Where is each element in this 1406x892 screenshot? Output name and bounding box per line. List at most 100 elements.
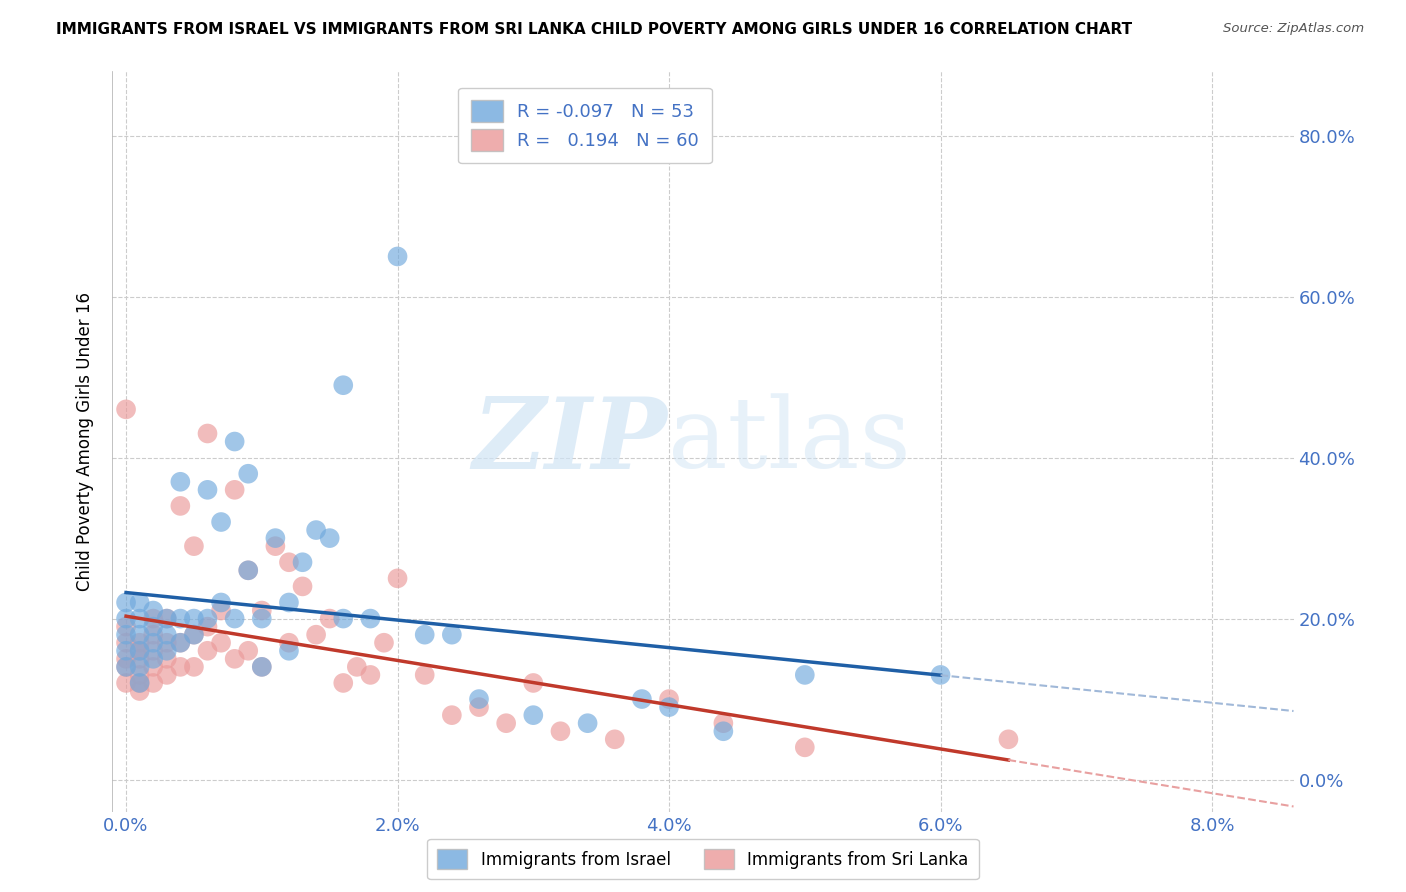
Point <box>264 531 287 545</box>
Point <box>318 611 340 625</box>
Point <box>603 732 626 747</box>
Point <box>128 676 150 690</box>
Text: ZIP: ZIP <box>472 393 668 490</box>
Point <box>522 676 544 690</box>
Point <box>997 732 1019 747</box>
Point <box>128 652 150 666</box>
Point <box>142 636 165 650</box>
Point <box>156 644 179 658</box>
Point <box>793 740 815 755</box>
Point <box>156 628 179 642</box>
Point <box>387 571 409 585</box>
Point <box>142 676 165 690</box>
Point <box>359 668 381 682</box>
Point <box>156 652 179 666</box>
Point <box>128 644 150 658</box>
Point <box>197 644 219 658</box>
Point <box>291 579 314 593</box>
Point <box>278 644 301 658</box>
Point <box>142 611 165 625</box>
Point <box>224 434 246 449</box>
Point <box>169 475 191 489</box>
Point <box>468 692 491 706</box>
Point <box>332 676 354 690</box>
Point <box>115 660 138 674</box>
Point <box>183 660 205 674</box>
Point <box>169 636 191 650</box>
Point <box>264 539 287 553</box>
Point <box>156 636 179 650</box>
Point <box>387 250 409 264</box>
Point <box>156 611 179 625</box>
Point <box>142 603 165 617</box>
Point <box>128 660 150 674</box>
Point <box>413 668 436 682</box>
Point <box>522 708 544 723</box>
Point <box>278 595 301 609</box>
Point <box>250 611 273 625</box>
Point <box>238 563 260 577</box>
Point <box>711 724 734 739</box>
Point <box>576 716 599 731</box>
Point <box>550 724 572 739</box>
Point <box>169 499 191 513</box>
Point <box>224 483 246 497</box>
Point <box>238 563 260 577</box>
Y-axis label: Child Poverty Among Girls Under 16: Child Poverty Among Girls Under 16 <box>76 292 94 591</box>
Point <box>468 700 491 714</box>
Point <box>169 611 191 625</box>
Point <box>278 555 301 569</box>
Point <box>115 628 138 642</box>
Point <box>197 611 219 625</box>
Point <box>128 628 150 642</box>
Point <box>128 595 150 609</box>
Point <box>142 660 165 674</box>
Point <box>128 611 150 625</box>
Point <box>373 636 395 650</box>
Point <box>209 515 232 529</box>
Point <box>183 611 205 625</box>
Point <box>128 684 150 698</box>
Text: atlas: atlas <box>668 393 910 490</box>
Point <box>115 676 138 690</box>
Point <box>197 483 219 497</box>
Point <box>346 660 368 674</box>
Point <box>250 660 273 674</box>
Text: IMMIGRANTS FROM ISRAEL VS IMMIGRANTS FROM SRI LANKA CHILD POVERTY AMONG GIRLS UN: IMMIGRANTS FROM ISRAEL VS IMMIGRANTS FRO… <box>56 22 1132 37</box>
Point <box>128 668 150 682</box>
Point <box>115 611 138 625</box>
Point <box>142 644 165 658</box>
Point <box>115 619 138 633</box>
Point <box>183 628 205 642</box>
Point <box>156 668 179 682</box>
Point <box>183 628 205 642</box>
Legend: R = -0.097   N = 53, R =   0.194   N = 60: R = -0.097 N = 53, R = 0.194 N = 60 <box>458 87 711 163</box>
Point <box>332 611 354 625</box>
Point <box>115 660 138 674</box>
Point <box>169 636 191 650</box>
Point <box>142 652 165 666</box>
Point <box>209 603 232 617</box>
Point <box>224 611 246 625</box>
Point <box>115 402 138 417</box>
Point <box>929 668 952 682</box>
Point <box>793 668 815 682</box>
Point <box>359 611 381 625</box>
Point <box>658 700 681 714</box>
Point <box>209 636 232 650</box>
Point <box>169 660 191 674</box>
Point <box>197 619 219 633</box>
Point <box>142 619 165 633</box>
Point <box>128 636 150 650</box>
Point <box>305 523 328 537</box>
Point <box>128 644 150 658</box>
Point <box>278 636 301 650</box>
Point <box>332 378 354 392</box>
Point <box>658 692 681 706</box>
Point <box>250 603 273 617</box>
Point <box>115 644 138 658</box>
Point <box>142 628 165 642</box>
Point <box>238 644 260 658</box>
Point <box>291 555 314 569</box>
Text: Source: ZipAtlas.com: Source: ZipAtlas.com <box>1223 22 1364 36</box>
